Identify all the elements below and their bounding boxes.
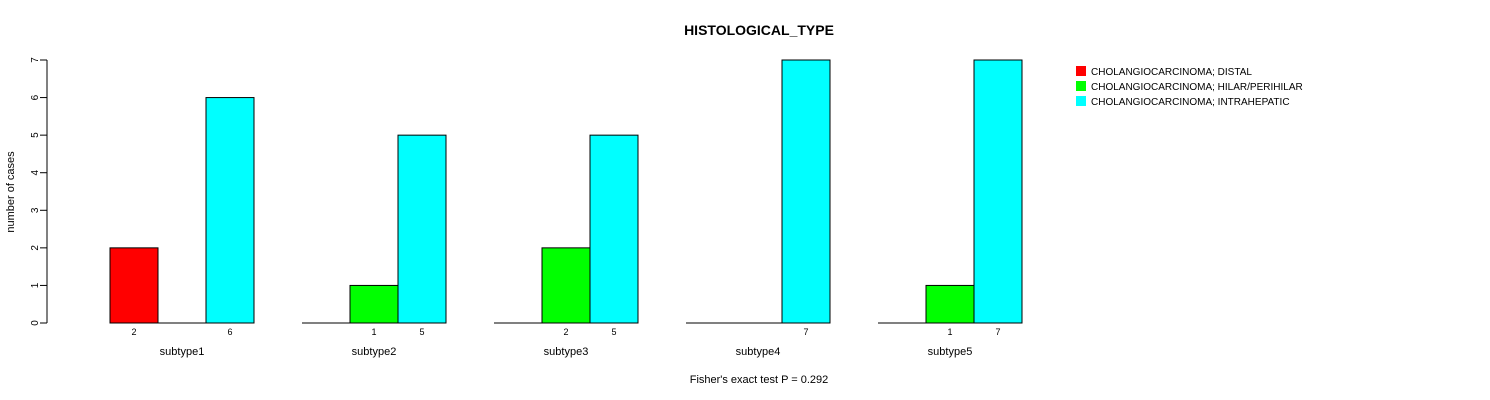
labels-group: 2 6 subtype1 1 5 subtype2 2 5 subtype3 7 subtype4 1… [131, 327, 1000, 358]
bar-count-label: 5 [611, 327, 616, 337]
y-tick-label: 3 [30, 207, 41, 213]
chart-title: HISTOLOGICAL_TYPE [684, 22, 834, 38]
y-tick-label: 0 [30, 320, 41, 326]
bar-count-label: 7 [803, 327, 808, 337]
x-category-label: subtype3 [544, 346, 589, 358]
bar-count-label: 1 [947, 327, 952, 337]
legend-item-label: CHOLANGIOCARCINOMA; INTRAHEPATIC [1091, 97, 1290, 108]
bar [397, 134, 447, 324]
bar-count-label: 1 [371, 327, 376, 337]
y-tick-label: 6 [30, 94, 41, 100]
bars-group [109, 59, 1023, 324]
bar [781, 59, 831, 324]
x-category-label: subtype2 [352, 346, 397, 358]
x-category-label: subtype4 [736, 346, 781, 358]
bar-count-label: 2 [563, 327, 568, 337]
legend: CHOLANGIOCARCINOMA; DISTAL CHOLANGIOCARCI… [1076, 66, 1303, 108]
bar [541, 247, 591, 324]
y-tick-label: 1 [30, 282, 41, 288]
bar [589, 134, 639, 324]
bar-count-label: 2 [131, 327, 136, 337]
y-tick-label: 4 [30, 169, 41, 175]
y-tick-label: 2 [30, 245, 41, 251]
x-category-label: subtype5 [928, 346, 973, 358]
bar-count-label: 6 [227, 327, 232, 337]
legend-item-label: CHOLANGIOCARCINOMA; HILAR/PERIHILAR [1091, 82, 1303, 93]
legend-swatch [1076, 81, 1086, 91]
bar [973, 59, 1023, 324]
x-category-label: subtype1 [160, 346, 205, 358]
bar [925, 284, 975, 324]
bar-count-label: 7 [995, 327, 1000, 337]
bar [349, 284, 399, 324]
legend-swatch [1076, 66, 1086, 76]
y-tick-label: 7 [30, 57, 41, 63]
y-tick-label: 5 [30, 132, 41, 138]
legend-item-label: CHOLANGIOCARCINOMA; DISTAL [1091, 67, 1252, 78]
legend-swatch [1076, 96, 1086, 106]
footer-statistic: Fisher's exact test P = 0.292 [690, 374, 829, 386]
bar-count-label: 5 [419, 327, 424, 337]
y-axis-label: number of cases [5, 151, 17, 233]
bar [109, 247, 159, 324]
bar [205, 97, 255, 324]
y-axis: 0 1 2 3 4 5 6 7 [30, 57, 48, 326]
